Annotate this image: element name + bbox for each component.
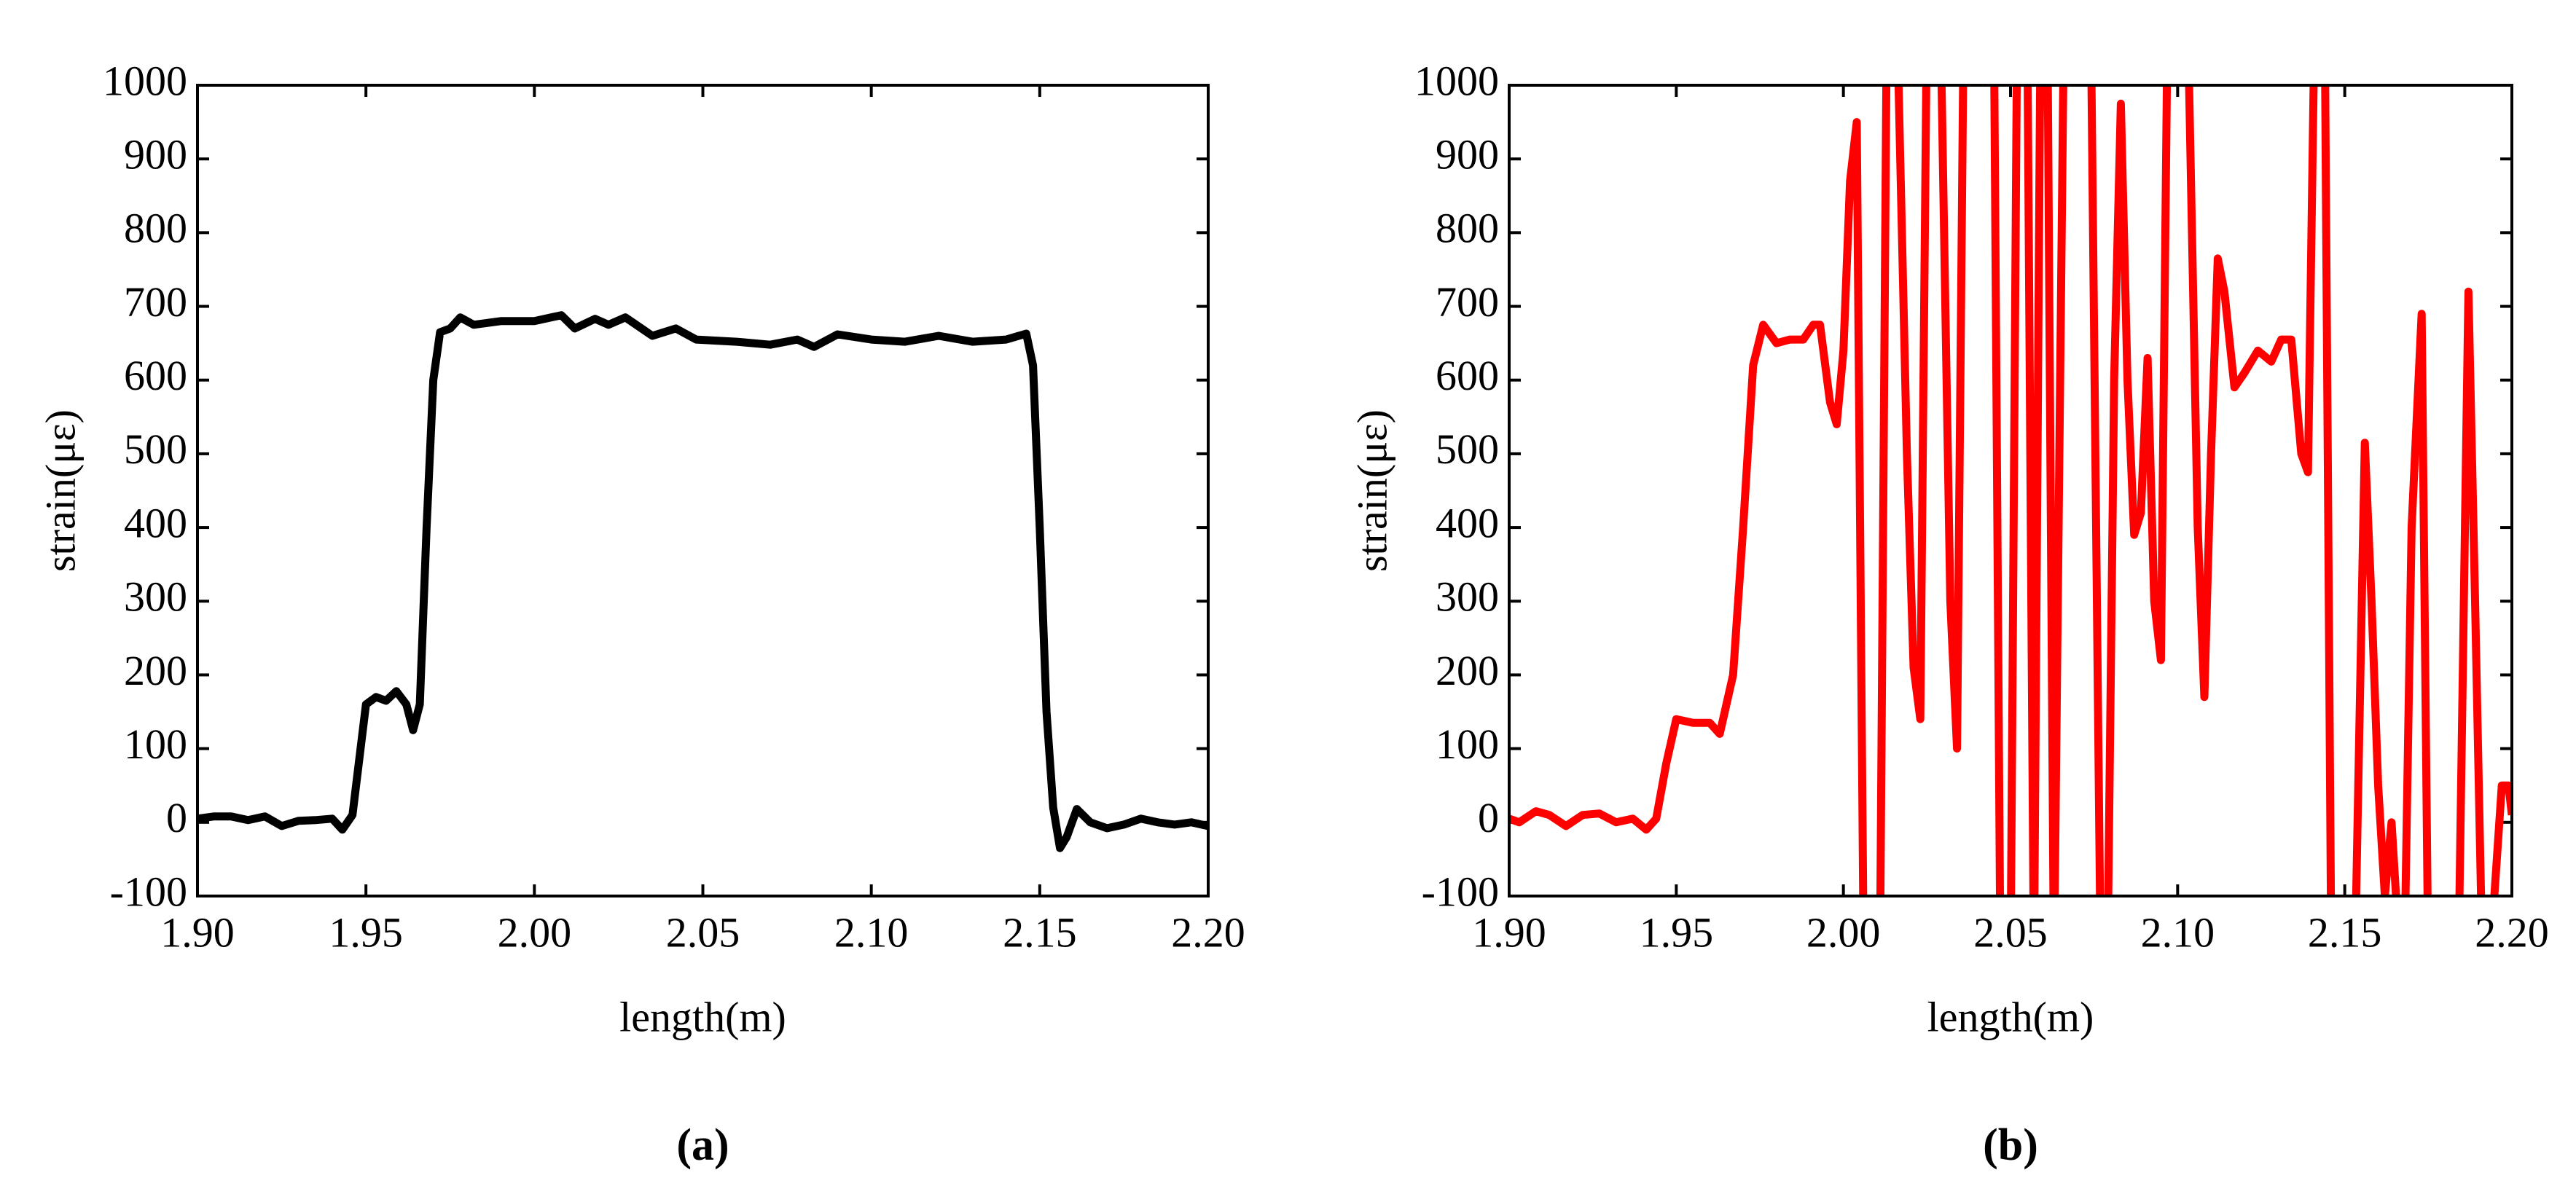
x-tick-label: 2.05 xyxy=(666,908,740,956)
plot-frame xyxy=(1508,84,2513,897)
y-tick-label: 400 xyxy=(124,499,187,546)
y-tick-label: 400 xyxy=(1436,499,1499,546)
x-tick-label: 2.05 xyxy=(1973,908,2048,956)
y-tick-label: 600 xyxy=(124,352,187,399)
plot-frame xyxy=(196,84,1210,897)
y-tick-label: -100 xyxy=(110,868,187,915)
y-tick-label: 900 xyxy=(124,130,187,178)
y-tick-label: 100 xyxy=(1436,720,1499,768)
y-tick-label: 0 xyxy=(1478,794,1499,841)
y-tick-label: 600 xyxy=(1436,352,1499,399)
data-line xyxy=(1509,85,2512,896)
x-tick-label: 2.00 xyxy=(498,908,572,956)
y-tick-label: -100 xyxy=(1422,868,1499,915)
x-tick-label: 2.20 xyxy=(2475,908,2549,956)
chart-panel: -100 0 100 200 300 400 500 600 700 800 900 1000 1.90… xyxy=(1348,57,2549,1170)
x-tick-label: 2.10 xyxy=(834,908,909,956)
y-axis-label: strain(με) xyxy=(36,409,84,572)
y-tick-label: 200 xyxy=(124,647,187,694)
data-line xyxy=(197,311,1208,852)
y-axis-label: strain(με) xyxy=(1348,409,1395,572)
x-tick-label: 2.15 xyxy=(1003,908,1077,956)
y-tick-label: 100 xyxy=(124,720,187,768)
chart-panel: -100 0 100 200 300 400 500 600 700 800 900 1000 1.90… xyxy=(36,57,1245,1170)
x-tick-label: 1.90 xyxy=(1472,908,1546,956)
x-tick-label: 1.90 xyxy=(160,908,235,956)
x-axis-label: length(m) xyxy=(1927,993,2094,1040)
y-tick-label: 1000 xyxy=(1414,57,1499,104)
y-tick-label: 200 xyxy=(1436,647,1499,694)
x-tick-label: 2.10 xyxy=(2141,908,2215,956)
y-tick-label: 500 xyxy=(1436,425,1499,473)
x-tick-label: 2.15 xyxy=(2308,908,2382,956)
y-tick-label: 700 xyxy=(1436,278,1499,326)
panel-label: (b) xyxy=(1983,1120,2038,1170)
y-tick-label: 300 xyxy=(1436,573,1499,621)
panel-label: (a) xyxy=(676,1120,729,1170)
y-tick-label: 700 xyxy=(124,278,187,326)
y-tick-label: 800 xyxy=(1436,205,1499,252)
x-tick-label: 1.95 xyxy=(329,908,403,956)
y-tick-label: 300 xyxy=(124,573,187,621)
y-tick-label: 800 xyxy=(124,205,187,252)
y-tick-label: 0 xyxy=(166,794,187,841)
x-tick-label: 1.95 xyxy=(1640,908,1714,956)
x-tick-label: 2.20 xyxy=(1171,908,1245,956)
x-axis-label: length(m) xyxy=(619,993,786,1040)
y-tick-label: 900 xyxy=(1436,130,1499,178)
y-tick-label: 1000 xyxy=(103,57,187,104)
y-tick-label: 500 xyxy=(124,425,187,473)
x-tick-label: 2.00 xyxy=(1806,908,1881,956)
